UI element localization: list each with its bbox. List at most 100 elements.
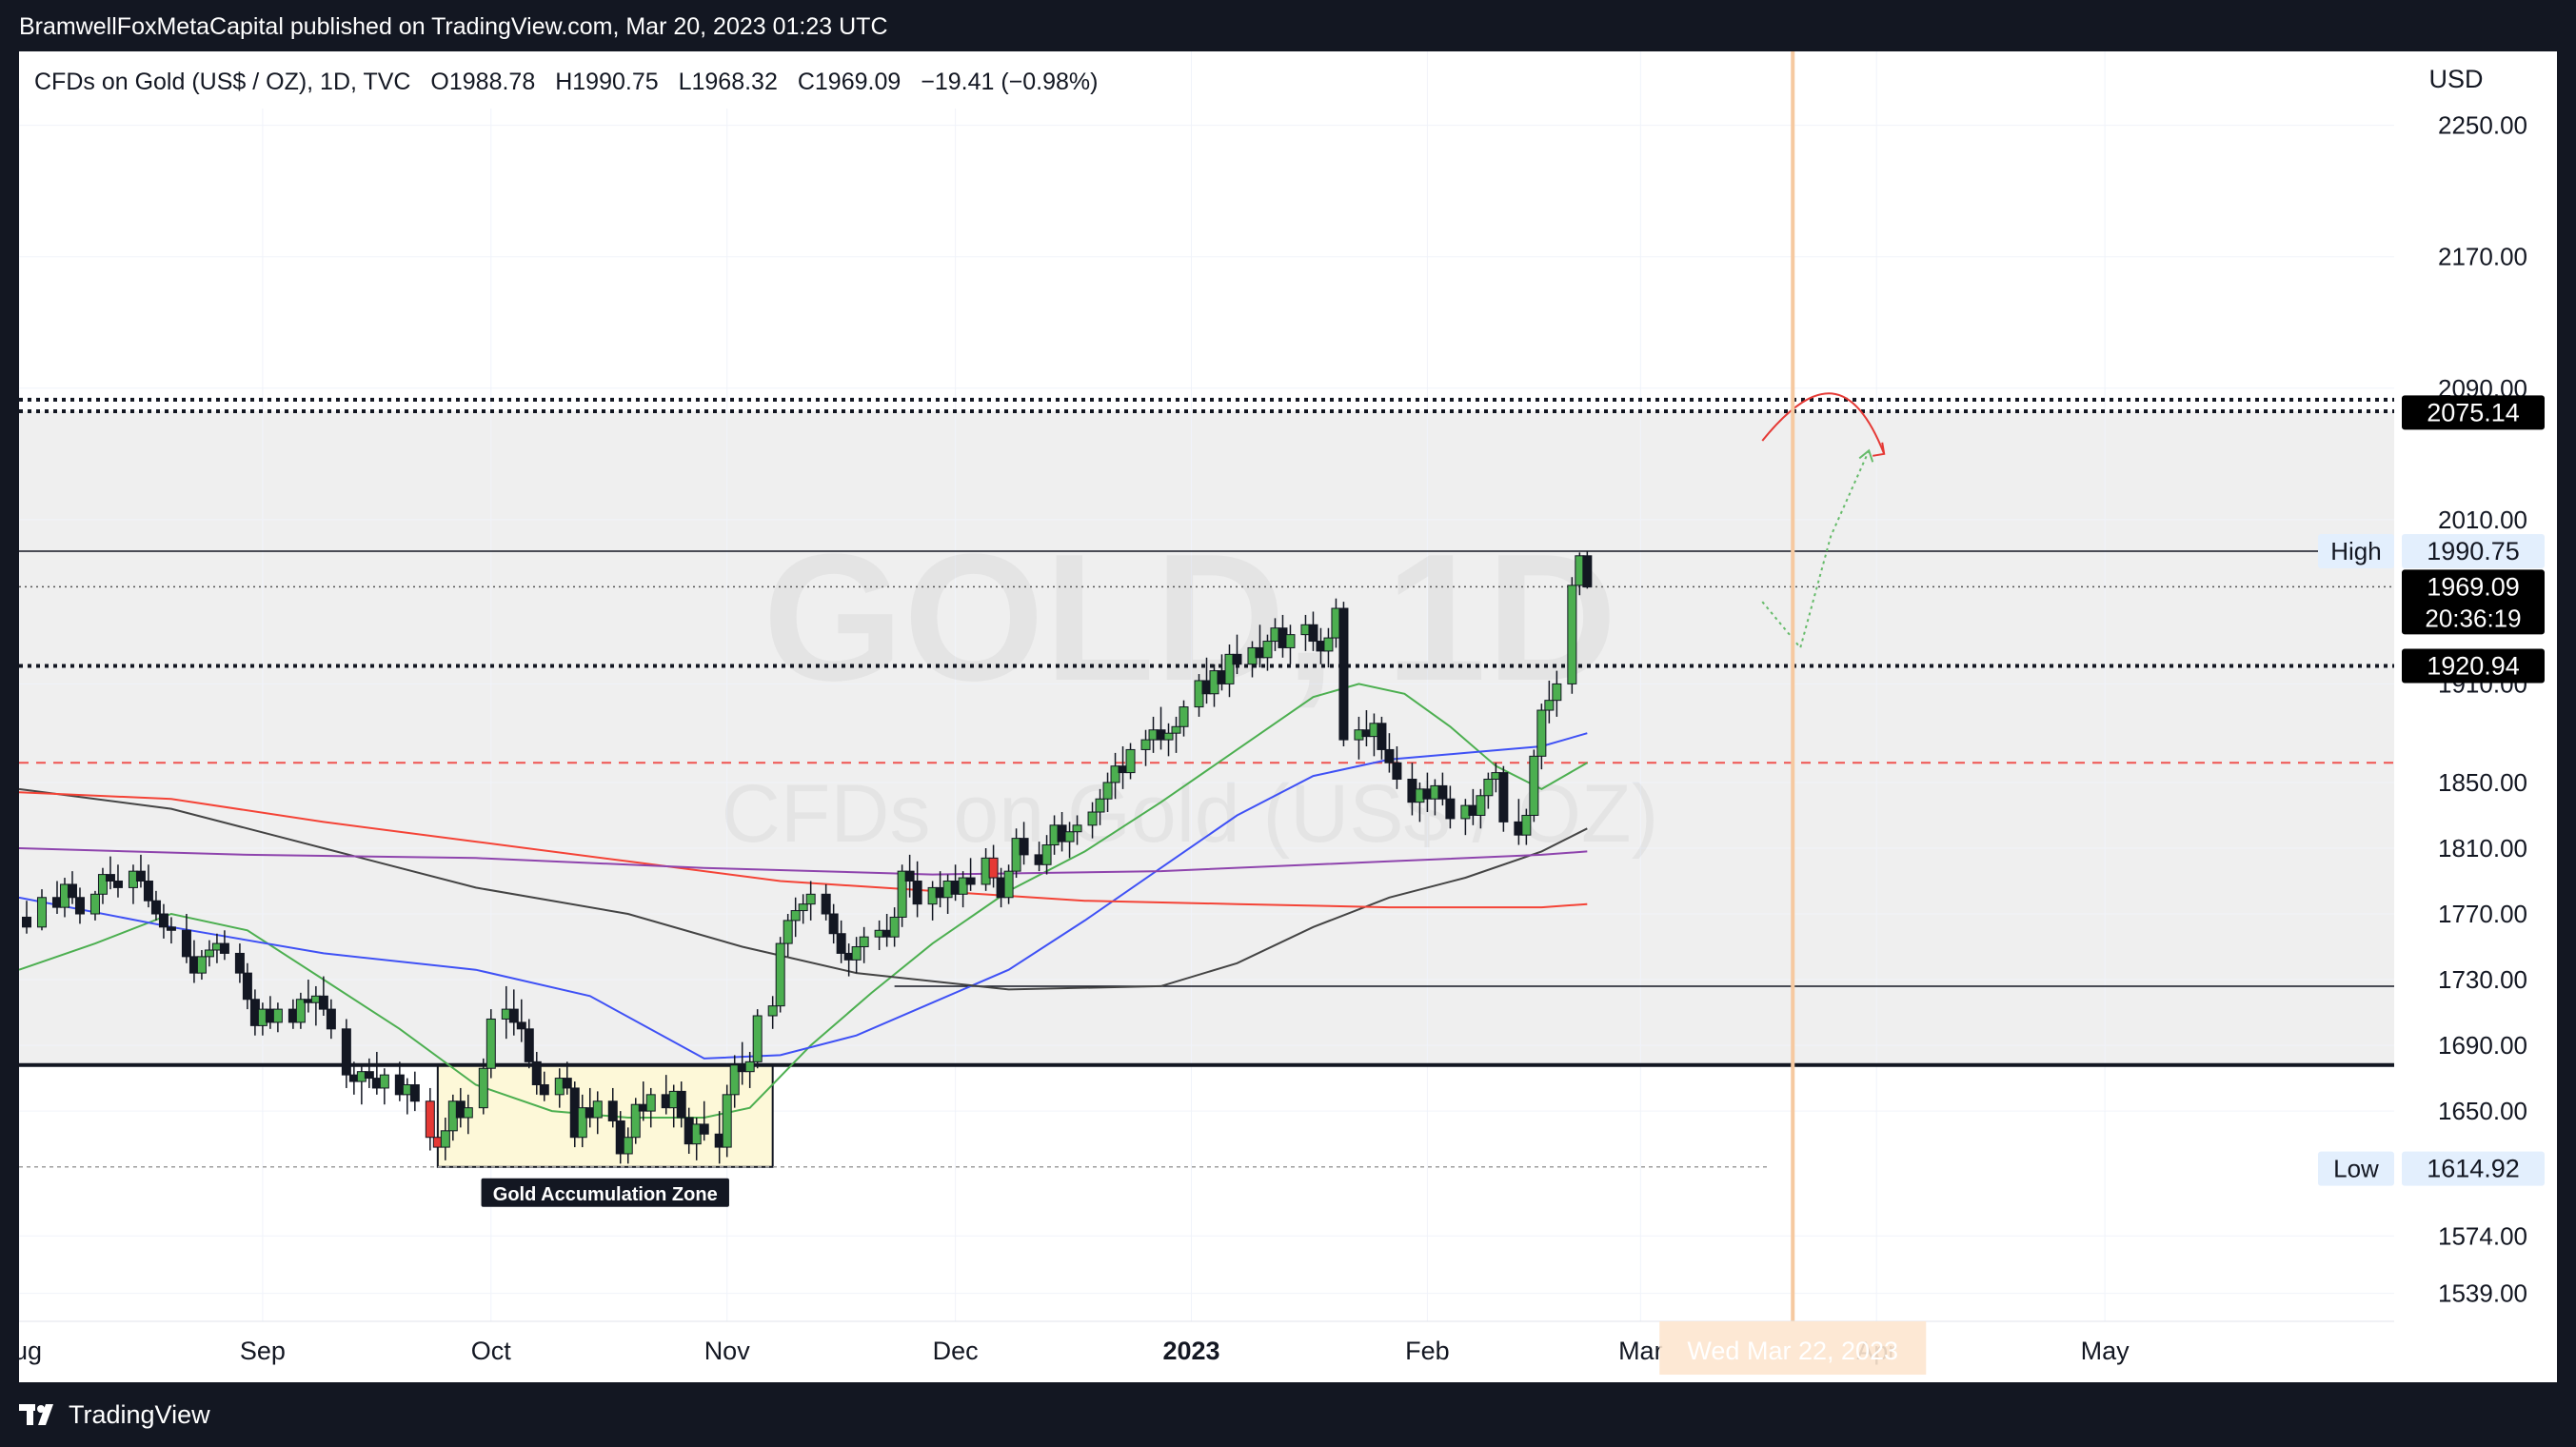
symbol-title: CFDs on Gold (US$ / OZ), 1D, TVC — [34, 69, 410, 95]
candle-body — [295, 999, 306, 1023]
zone-label: Gold Accumulation Zone — [493, 1184, 718, 1205]
price-tick-label: 2250.00 — [2438, 111, 2527, 140]
candle — [798, 894, 808, 924]
candle-body — [1041, 844, 1052, 865]
candle-body — [158, 913, 168, 928]
candle-body — [722, 1094, 732, 1148]
price-tick-label: 1770.00 — [2438, 900, 2527, 928]
candle — [1041, 835, 1052, 875]
candle — [219, 930, 229, 961]
ohlc-open: O1988.78 — [430, 69, 535, 95]
time-axis[interactable] — [19, 1321, 2557, 1382]
candle-body — [1140, 739, 1151, 750]
candle — [409, 1071, 420, 1112]
ohlc-change: −19.41 (−0.98%) — [921, 69, 1098, 95]
price-label-box — [2402, 395, 2545, 430]
candle — [790, 897, 801, 938]
candle-body — [242, 972, 252, 1001]
candle-body — [904, 870, 915, 882]
candle — [508, 989, 519, 1036]
candle — [1392, 745, 1402, 789]
price-label-box — [2402, 648, 2545, 684]
candle-body — [112, 881, 123, 888]
candle-body — [1125, 748, 1136, 774]
candle — [1544, 680, 1555, 724]
candle — [1437, 772, 1448, 806]
candle — [1445, 785, 1456, 829]
candle — [1232, 634, 1242, 675]
candle-body — [1582, 555, 1593, 588]
candle-body — [234, 952, 245, 974]
candle — [1384, 733, 1395, 773]
candle — [607, 1087, 618, 1128]
candle-body — [1377, 723, 1387, 750]
price-label-tag: Low — [2333, 1155, 2379, 1183]
candle — [1567, 577, 1577, 694]
candle-body — [524, 1028, 534, 1062]
candle-body — [1483, 779, 1494, 797]
price-axis[interactable] — [2394, 51, 2557, 1321]
candle-body — [798, 903, 808, 912]
ohlc-close: C1969.09 — [798, 69, 901, 95]
candle — [1163, 723, 1174, 757]
candle-body — [1437, 784, 1448, 800]
candle-body — [1072, 824, 1082, 833]
candle — [524, 1019, 534, 1069]
candle — [295, 992, 306, 1029]
cursor-date-box — [1659, 1321, 1927, 1375]
time-tick-label: 2023 — [1162, 1337, 1219, 1365]
candle-body — [1179, 706, 1189, 727]
candle-body — [897, 870, 907, 918]
price-label-value: 1990.75 — [2427, 537, 2520, 565]
candle-body — [1285, 634, 1296, 648]
candle-body — [783, 920, 793, 944]
price-tick-label: 2170.00 — [2438, 243, 2527, 271]
candle-body — [463, 1107, 473, 1119]
candle-body — [1110, 765, 1120, 783]
candle — [539, 1071, 549, 1101]
price-chart[interactable]: GOLD, 1D CFDs on Gold (US$ / OZ) Gold Ac… — [0, 51, 2557, 1382]
candle — [1529, 749, 1539, 823]
candle-body — [805, 893, 816, 905]
price-label: 1990.75 High — [2318, 534, 2545, 569]
candle — [1552, 670, 1562, 717]
legend-text: CFDs on Gold (US$ / OZ), 1D, TVC O1988.7… — [34, 69, 1098, 95]
candle — [204, 940, 214, 967]
time-axis-labels: AugSepOctNovDec2023FebMarAprMayWed Mar 2… — [0, 1321, 2130, 1375]
candle — [485, 1009, 496, 1079]
candle-body — [958, 877, 968, 895]
candle — [166, 917, 176, 944]
chart-svg[interactable]: GOLD, 1D CFDs on Gold (US$ / OZ) Gold Ac… — [0, 51, 2557, 1382]
candle-body — [790, 910, 801, 922]
candle — [775, 937, 785, 1013]
candle — [158, 903, 168, 939]
candle-body — [1338, 607, 1349, 741]
price-tick-label: 1850.00 — [2438, 768, 2527, 797]
candle — [1476, 788, 1486, 829]
candle — [1224, 644, 1235, 698]
candle-body — [1095, 798, 1105, 813]
candle-body — [425, 1100, 435, 1139]
candle — [1019, 822, 1029, 865]
projection-red-path — [1761, 392, 1886, 455]
range-band-rect — [19, 410, 2394, 1065]
candle-body — [105, 874, 115, 882]
candle — [1140, 729, 1151, 766]
price-tick-label: 1574.00 — [2438, 1221, 2527, 1250]
ma-line-ma200 — [18, 791, 1588, 909]
tradingview-brand[interactable]: TradingView — [19, 1396, 210, 1434]
price-label-value: 1920.94 — [2427, 652, 2520, 681]
candle-body — [1544, 700, 1555, 711]
ma-line-ma100 — [18, 787, 1588, 991]
time-tick-label: Aug — [19, 1337, 42, 1365]
candle — [1125, 743, 1136, 780]
candle — [562, 1061, 572, 1095]
candle — [783, 914, 793, 957]
candle-body — [36, 897, 47, 928]
candle — [21, 901, 31, 934]
candle-body — [1232, 653, 1242, 665]
projection-green-arrowhead — [1858, 448, 1874, 463]
candle — [965, 858, 976, 891]
candle-body — [1552, 683, 1562, 702]
candle-body — [326, 1008, 336, 1030]
